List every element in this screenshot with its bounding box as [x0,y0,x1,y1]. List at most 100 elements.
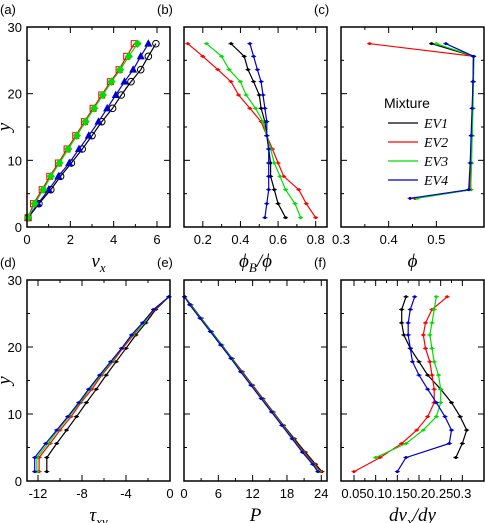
data-point [252,54,256,58]
data-point [55,428,59,432]
x-tick-label: 0.4 [231,232,249,247]
data-point [426,415,430,419]
data-point [316,470,320,474]
x-tick-label: -12 [29,486,48,501]
data-point [272,188,276,192]
legend-label-ev4: EV4 [423,174,448,189]
data-point [77,401,81,405]
data-point [188,303,192,307]
data-point [186,42,190,46]
series-line-ev2 [369,43,475,199]
data-point [293,202,297,206]
x-tick-label: 4 [110,232,117,247]
data-point [400,441,404,445]
y-tick-label: 20 [8,340,22,355]
data-point [98,90,107,100]
data-point [220,54,224,58]
x-tick-label: 0.8 [307,232,325,247]
data-point [314,216,318,220]
legend-label-ev3: EV3 [423,155,448,170]
x-axis-label-suffix: /ϕ [256,251,272,272]
data-point [255,68,259,72]
panel-label: (f) [314,255,326,270]
x-axis-label-subscript: x [406,514,413,523]
legend: Mixture EV1 EV2 EV3 EV4 [384,95,448,189]
data-point [378,456,382,460]
data-point [265,120,269,124]
data-point [65,428,69,432]
data-point [237,93,241,97]
data-point [408,196,412,200]
data-point [406,321,410,325]
data-point [444,42,448,46]
data-point [428,360,432,364]
data-point [238,80,242,84]
data-point [430,321,434,325]
data-point [400,307,404,311]
data-point [430,42,434,46]
panel-label: (c) [314,2,329,17]
data-point [216,68,220,72]
y-tick-label: 20 [8,87,22,102]
data-point [276,161,280,165]
x-tick-label: -4 [120,486,132,501]
data-point [39,185,48,194]
data-point [267,161,271,165]
data-point [439,401,443,405]
data-point [248,106,252,110]
data-point [265,202,269,206]
data-point [259,80,263,84]
data-point [252,80,256,84]
x-tick-label: 0 [23,232,30,247]
data-point [249,383,253,387]
series-line-ev3 [36,296,170,472]
x-tick-label: 0.3 [453,486,471,501]
data-point [267,188,271,192]
data-point [44,441,48,445]
data-point [109,360,113,364]
data-point [415,428,419,432]
x-axis-label-main: v [91,251,100,272]
y-tick-label: 10 [8,153,22,168]
y-axis-label: y [0,376,15,387]
x-tick-label: 24 [314,486,328,501]
data-point [74,144,84,153]
data-point [270,410,274,414]
data-point [72,131,81,140]
data-point [198,316,202,320]
data-point [432,307,436,311]
data-point [460,441,464,445]
plot-frame [340,26,485,228]
data-point [434,401,438,405]
data-point [437,373,440,377]
data-point [468,161,472,165]
data-point [257,93,261,97]
data-point [33,456,37,460]
data-point [246,68,250,72]
data-point [426,387,430,391]
data-point [136,65,145,74]
data-point [84,401,88,405]
data-point [439,387,443,391]
data-point [267,147,271,151]
data-point [124,346,128,350]
data-point [450,428,453,432]
data-point [242,54,246,58]
data-point [404,456,408,460]
panel-f: 0.05 0.1 0.15 0.2 0.25 0.3 (f) dvx/dy [314,255,485,523]
data-point [98,373,102,377]
data-point [458,415,462,419]
x-tick-label: 12 [245,486,259,501]
data-point [248,42,252,46]
panel-a: 0 2 4 6 0 10 20 30 (a) y vx [0,2,171,275]
x-tick-label: 18 [280,486,294,501]
data-point [114,360,118,364]
data-point [208,330,212,334]
data-point [33,470,37,474]
data-point [205,42,209,46]
data-point [261,120,265,124]
series-line-ev4 [410,43,475,199]
x-tick-label: 6 [153,232,160,247]
data-point [413,295,417,299]
data-point [411,360,414,364]
